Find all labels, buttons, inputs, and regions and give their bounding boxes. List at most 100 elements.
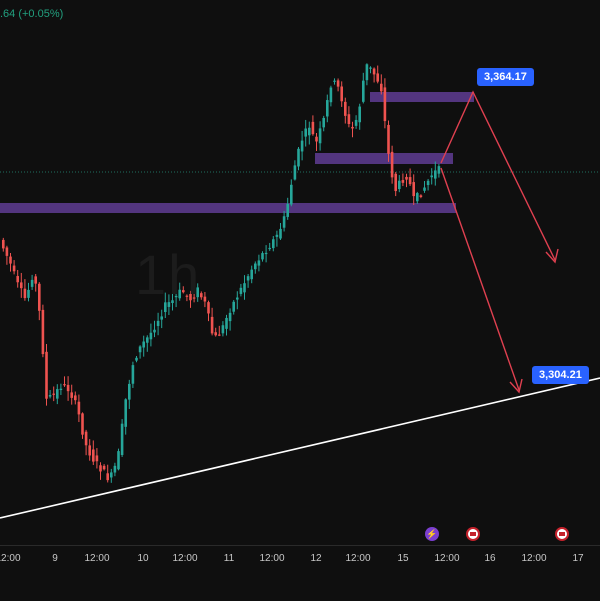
candle-body <box>88 445 91 456</box>
candle-body <box>228 312 232 322</box>
candle-body <box>164 302 167 313</box>
candle-body <box>110 472 113 478</box>
candle-body <box>257 260 261 266</box>
candle-body <box>416 193 419 202</box>
upper-target-label[interactable]: 3,364.17 <box>477 68 534 86</box>
candle-body <box>167 302 171 307</box>
time-tick: 12:00 <box>434 553 460 564</box>
candle-body <box>203 296 207 302</box>
candle-body <box>84 431 88 446</box>
candle-body <box>38 283 41 311</box>
candle-body <box>16 276 19 283</box>
candle-body <box>128 383 131 400</box>
time-tick: 11 <box>223 553 235 564</box>
time-tick: 12:00 <box>345 553 371 564</box>
candle-body <box>358 106 361 123</box>
candle-body <box>153 329 156 333</box>
candle-body <box>214 332 217 336</box>
candle-body <box>99 465 102 472</box>
candle-body <box>81 413 84 435</box>
candle-body <box>311 121 315 135</box>
candle-body <box>117 451 120 470</box>
candle-body <box>264 252 268 255</box>
candle-body <box>192 297 196 299</box>
candle-body <box>27 289 30 298</box>
candle-body <box>74 395 77 401</box>
candle-body <box>369 67 372 69</box>
candle-body <box>77 401 81 415</box>
candle-body <box>149 332 153 340</box>
time-tick: 17 <box>572 553 584 564</box>
candle-body <box>138 346 142 353</box>
candle-body <box>246 276 250 281</box>
candle-body <box>20 282 23 289</box>
candle-body <box>225 317 228 329</box>
candle-body <box>92 449 95 462</box>
candle-body <box>218 334 221 336</box>
candle-body <box>254 263 257 270</box>
candle-body <box>318 128 322 144</box>
candle-body <box>239 287 243 294</box>
time-tick: 12:00 <box>0 553 21 564</box>
candle-body <box>124 399 127 427</box>
candle-body <box>290 184 293 205</box>
candle-body <box>196 287 199 298</box>
chart-area[interactable] <box>0 0 600 545</box>
candle-body <box>52 393 55 395</box>
candle-body <box>387 124 390 154</box>
time-tick: 15 <box>397 553 409 564</box>
lower-target-label[interactable]: 3,304.21 <box>532 366 589 384</box>
candle-body <box>23 288 27 299</box>
candle-body <box>63 384 66 386</box>
candle-body <box>412 182 415 197</box>
candle-body <box>419 195 423 197</box>
candle-body <box>434 170 437 179</box>
candle-body <box>380 83 383 92</box>
candle-body <box>9 256 12 264</box>
candle-body <box>142 341 145 348</box>
candle-body <box>326 100 329 117</box>
us-flag-icon[interactable] <box>466 527 480 541</box>
time-tick: 12:00 <box>172 553 198 564</box>
candle-body <box>34 276 37 284</box>
candle-body <box>304 128 307 137</box>
candle-body <box>156 320 160 326</box>
candlestick-chart[interactable] <box>0 0 600 545</box>
candle-body <box>200 293 203 298</box>
candle-body <box>315 136 318 142</box>
time-tick: 12:00 <box>84 553 110 564</box>
candle-body <box>178 289 181 299</box>
candle-body <box>354 119 358 126</box>
candle-body <box>293 165 297 180</box>
time-tick: 12:00 <box>259 553 285 564</box>
candle-body <box>160 316 163 320</box>
candle-body <box>66 384 70 392</box>
time-tick: 10 <box>137 553 149 564</box>
candle-body <box>131 365 135 384</box>
time-tick: 12 <box>310 553 322 564</box>
candle-body <box>344 101 347 116</box>
candle-body <box>102 465 106 470</box>
candle-body <box>351 126 354 129</box>
us-flag-icon[interactable] <box>555 527 569 541</box>
candle-body <box>30 279 34 287</box>
candle-body <box>282 216 286 228</box>
candle-body <box>347 114 351 125</box>
candle-body <box>336 80 340 87</box>
candle-body <box>322 117 325 128</box>
candle-body <box>365 64 369 81</box>
chart-scroll-strip[interactable] <box>0 567 600 600</box>
candle-body <box>182 290 185 293</box>
candle-body <box>113 465 117 473</box>
candle-body <box>390 151 394 178</box>
lightning-icon[interactable]: ⚡ <box>425 527 439 541</box>
timeframe-watermark: 1h <box>135 243 202 306</box>
arrowhead-icon <box>545 248 559 264</box>
candle-body <box>272 239 275 249</box>
candle-body <box>207 302 210 314</box>
candle-body <box>135 357 138 361</box>
candle-body <box>398 180 401 190</box>
candle-body <box>185 295 189 297</box>
candle-body <box>376 73 379 82</box>
candle-body <box>189 293 192 301</box>
